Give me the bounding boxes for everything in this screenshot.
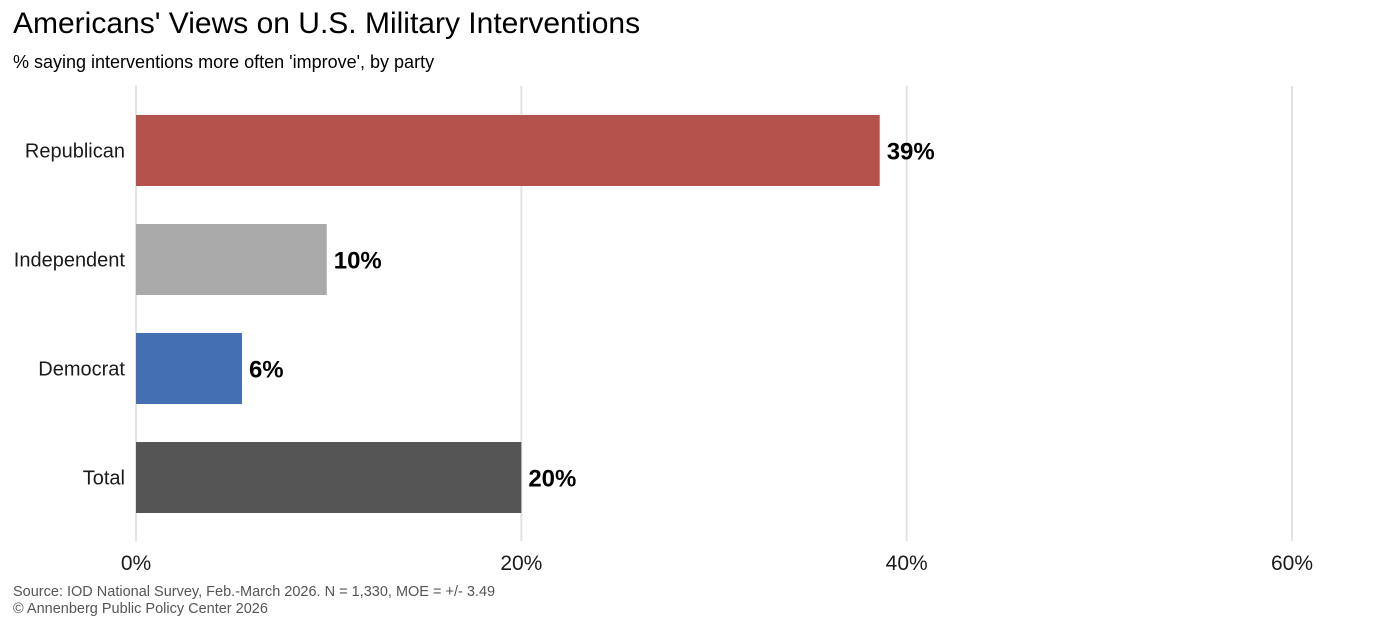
- value-label: 39%: [887, 139, 935, 166]
- value-label: 10%: [334, 248, 382, 275]
- bar-republican: [136, 115, 880, 186]
- source-note: Source: IOD National Survey, Feb.-March …: [13, 584, 496, 600]
- bars: [136, 115, 880, 513]
- x-tick-label: 0%: [121, 552, 151, 575]
- chart-subtitle: % saying interventions more often 'impro…: [13, 52, 435, 72]
- category-label: Total: [83, 468, 125, 490]
- category-label: Republican: [25, 141, 125, 163]
- value-label: 6%: [249, 357, 284, 384]
- value-labels: 39% 10% 6% 20%: [249, 139, 935, 493]
- bar-total: [136, 442, 522, 513]
- value-label: 20%: [528, 466, 576, 493]
- x-tick-label: 60%: [1271, 552, 1313, 575]
- x-axis-ticks: 0% 20% 40% 60%: [121, 552, 1313, 575]
- chart-caption: Source: IOD National Survey, Feb.-March …: [13, 584, 495, 618]
- copyright-note: © Annenberg Public Policy Center 2026: [13, 601, 268, 617]
- category-label: Democrat: [38, 359, 125, 381]
- x-tick-label: 40%: [886, 552, 928, 575]
- category-label: Independent: [14, 250, 126, 272]
- category-labels: Republican Independent Democrat Total: [14, 141, 126, 490]
- bar-independent: [136, 224, 327, 295]
- chart-title: Americans' Views on U.S. Military Interv…: [13, 7, 641, 40]
- x-tick-label: 20%: [500, 552, 542, 575]
- bar-democrat: [136, 333, 242, 404]
